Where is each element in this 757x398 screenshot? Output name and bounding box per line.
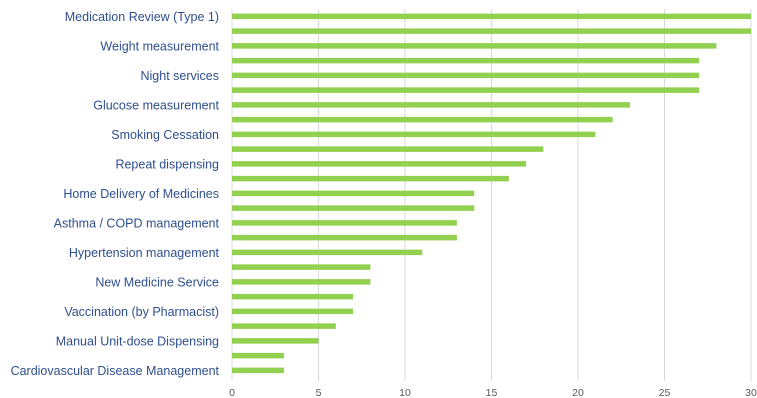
category-label: Smoking Cessation bbox=[111, 128, 219, 142]
category-label: Medication Review (Type 1) bbox=[65, 10, 219, 24]
x-tick-label: 15 bbox=[486, 387, 498, 398]
bar bbox=[232, 338, 319, 344]
bar bbox=[232, 43, 717, 49]
bar bbox=[232, 367, 284, 374]
category-label: Night services bbox=[141, 69, 220, 83]
bar bbox=[232, 161, 527, 167]
category-label: Glucose measurement bbox=[93, 98, 219, 112]
bar bbox=[232, 116, 613, 123]
bar bbox=[232, 72, 700, 79]
bar bbox=[232, 102, 630, 108]
bar bbox=[232, 279, 371, 285]
category-label: Repeat dispensing bbox=[115, 157, 219, 171]
category-label: Home Delivery of Medicines bbox=[63, 187, 219, 201]
bar bbox=[232, 131, 596, 138]
x-tick-label: 0 bbox=[229, 387, 235, 398]
x-tick-label: 30 bbox=[745, 387, 757, 398]
category-label: Hypertension management bbox=[69, 246, 220, 260]
x-tick-label: 25 bbox=[659, 387, 671, 398]
bar bbox=[232, 57, 700, 64]
bar bbox=[232, 220, 457, 226]
x-tick-label: 20 bbox=[572, 387, 584, 398]
bar bbox=[232, 87, 700, 93]
bar bbox=[232, 146, 544, 152]
bar bbox=[232, 308, 354, 315]
bar bbox=[232, 13, 751, 20]
category-label: Vaccination (by Pharmacist) bbox=[64, 305, 219, 319]
category-labels: Medication Review (Type 1) Weight measure… bbox=[11, 10, 220, 378]
category-label: Weight measurement bbox=[100, 39, 219, 53]
bars bbox=[232, 13, 751, 374]
bar bbox=[232, 205, 475, 211]
bar bbox=[232, 28, 751, 34]
category-label: New Medicine Service bbox=[95, 275, 219, 289]
bar bbox=[232, 190, 475, 197]
bar bbox=[232, 293, 354, 300]
bar bbox=[232, 352, 284, 359]
bar bbox=[232, 323, 336, 329]
x-axis-ticks: 0 5 10 15 20 25 30 bbox=[229, 387, 757, 398]
bar bbox=[232, 249, 423, 256]
x-tick-label: 10 bbox=[399, 387, 411, 398]
bar bbox=[232, 175, 509, 182]
bar bbox=[232, 234, 457, 241]
category-label: Manual Unit-dose Dispensing bbox=[56, 334, 219, 348]
category-label: Cardiovascular Disease Management bbox=[11, 364, 220, 378]
category-label: Asthma / COPD management bbox=[54, 216, 220, 230]
bar bbox=[232, 264, 371, 270]
x-tick-label: 5 bbox=[316, 387, 322, 398]
